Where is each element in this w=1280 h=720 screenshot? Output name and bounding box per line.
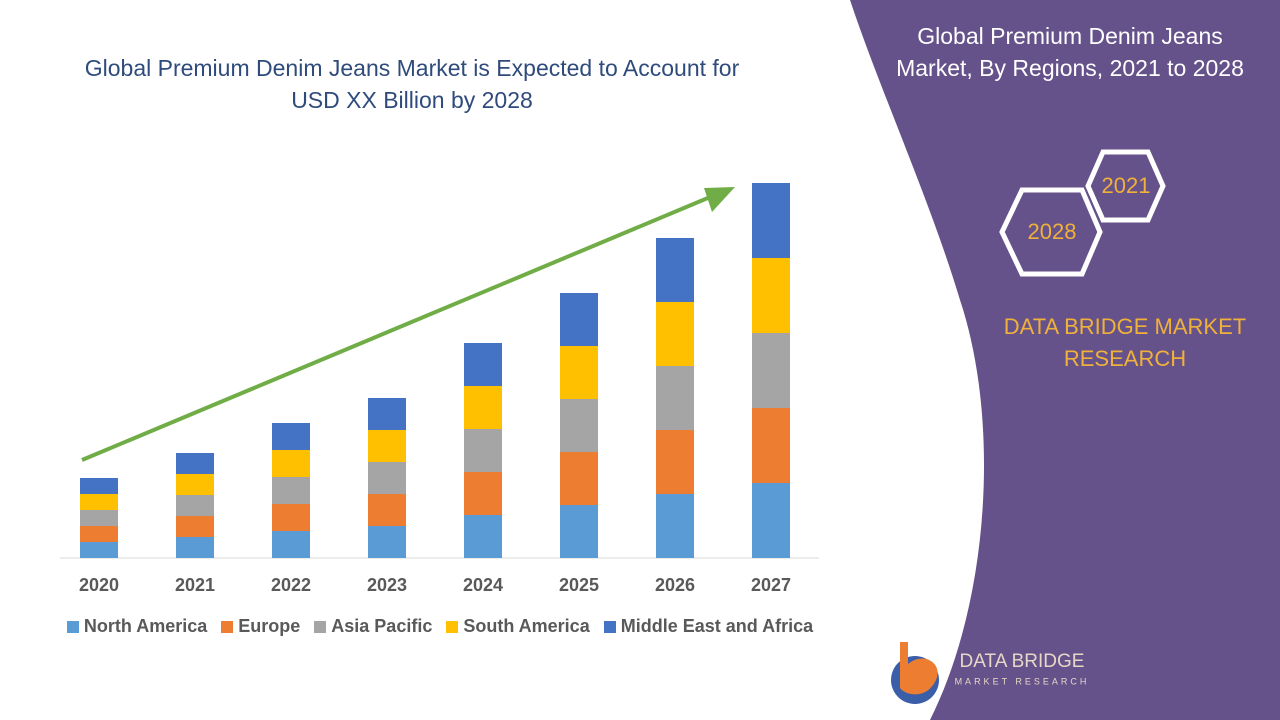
trend-arrow: [81, 193, 716, 462]
legend-item: South America: [446, 616, 590, 637]
bar-segment: [752, 408, 790, 483]
hexagon: [999, 187, 1103, 277]
bar-segment: [80, 510, 118, 526]
legend-item: Middle East and Africa: [603, 616, 814, 637]
legend-label: Middle East and Africa: [620, 616, 814, 636]
legend-label: North America: [83, 616, 208, 636]
bar-segment: [272, 477, 310, 504]
bar-segment: [656, 366, 694, 430]
bar-segment: [368, 398, 406, 430]
x-tick-label: 2023: [367, 575, 407, 595]
legend-item: Europe: [221, 616, 300, 637]
bar-segment: [560, 452, 598, 505]
x-tick-label: 2021: [175, 575, 215, 595]
logo-tagline: MARKET RESEARCH: [955, 676, 1090, 686]
bar-segment: [176, 516, 214, 537]
logo-name: DATA BRIDGE: [960, 651, 1085, 672]
bar-segment: [272, 450, 310, 477]
hex-label: 2021: [1102, 173, 1151, 198]
legend-swatch: [314, 620, 327, 633]
bar-segment: [752, 483, 790, 558]
bar-segment: [176, 537, 214, 558]
x-tick-label: 2025: [559, 575, 599, 595]
hexagon: [1085, 149, 1166, 223]
bar-segment: [656, 238, 694, 302]
legend-swatch: [446, 620, 459, 633]
bar-segment: [368, 430, 406, 462]
side-panel: [850, 0, 1280, 720]
bar-segment: [752, 183, 790, 258]
legend-item: North America: [66, 616, 208, 637]
legend-swatch: [221, 620, 234, 633]
panel-title: Global Premium Denim Jeans Market, By Re…: [896, 23, 1244, 81]
bar-segment: [272, 423, 310, 450]
legend-label: South America: [463, 616, 590, 636]
legend: North America Europe Asia Pacific South Ame…: [40, 616, 840, 637]
bar-segment: [464, 515, 502, 558]
bar-segment: [560, 399, 598, 452]
x-tick-label: 2027: [751, 575, 791, 595]
bar-segment: [368, 526, 406, 558]
bar-segment: [368, 462, 406, 494]
bar-segment: [656, 430, 694, 494]
bar-segment: [176, 453, 214, 474]
hex-label: 2028: [1028, 219, 1077, 244]
bar-segment: [368, 494, 406, 526]
x-tick-label: 2024: [463, 575, 503, 595]
x-tick-label: 2026: [655, 575, 695, 595]
bar-segment: [272, 531, 310, 558]
logo-mark: [900, 642, 938, 695]
bar-segment: [80, 526, 118, 542]
bar-segment: [80, 542, 118, 558]
logo: DATA BRIDGE MARKET RESEARCH: [891, 642, 1090, 704]
bar-segment: [464, 472, 502, 515]
bar-segment: [560, 346, 598, 399]
bar-segment: [752, 333, 790, 408]
trend-arrowhead: [704, 187, 735, 212]
bar-segment: [752, 258, 790, 333]
bar-segment: [176, 474, 214, 495]
brand: DATA BRIDGE MARKET RESEARCH: [1003, 314, 1247, 371]
bar-segment: [272, 504, 310, 531]
x-tick-label: 2020: [79, 575, 119, 595]
bar-segment: [464, 386, 502, 429]
bar-segment: [656, 494, 694, 558]
legend-item: Asia Pacific: [314, 616, 432, 637]
legend-label: Europe: [238, 616, 301, 636]
legend-label: Asia Pacific: [331, 616, 433, 636]
bar-segment: [80, 478, 118, 494]
chart-area: 2020 2021 2022 2023 2024 2025 2026 2027: [60, 183, 819, 595]
bar-segment: [464, 429, 502, 472]
legend-swatch: [66, 620, 79, 633]
x-tick-label: 2022: [271, 575, 311, 595]
bar-segment: [656, 302, 694, 366]
bar-segment: [560, 505, 598, 558]
chart-title: Global Premium Denim Jeans Market is Exp…: [84, 55, 740, 113]
bar-segment: [80, 494, 118, 510]
bar-segment: [464, 343, 502, 386]
bar-segment: [560, 293, 598, 346]
legend-swatch: [603, 620, 616, 633]
bar-segment: [176, 495, 214, 516]
